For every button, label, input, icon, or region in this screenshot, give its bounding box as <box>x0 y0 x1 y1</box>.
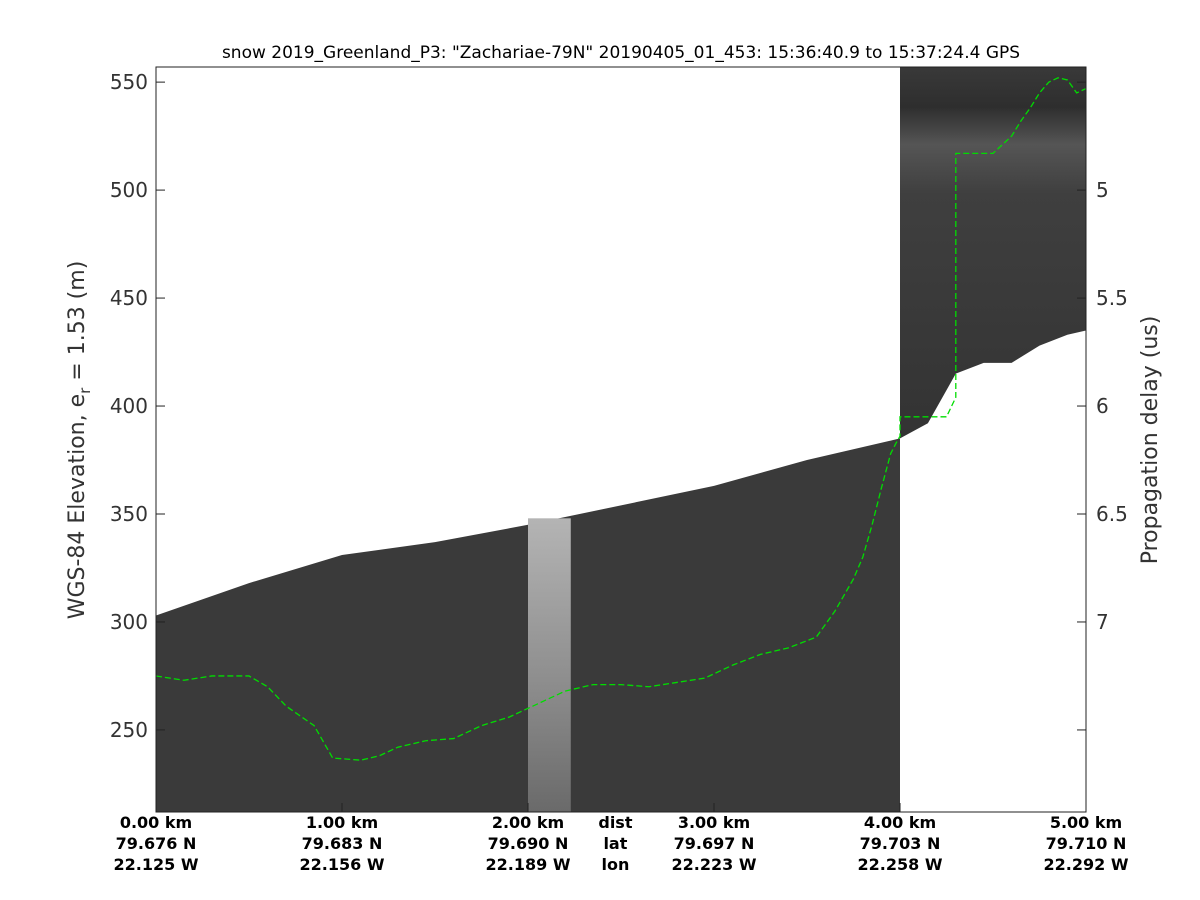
x-tick-lon-label: 22.258 W <box>858 855 943 874</box>
right-tick-label: 6.5 <box>1096 502 1128 526</box>
x-tick-lon-label: 22.292 W <box>1044 855 1129 874</box>
x-row-label-lon: lon <box>601 855 629 874</box>
left-y-axis: 250 300 350 400 450 500 550 <box>110 70 1086 742</box>
x-tick-lat-label: 79.703 N <box>860 834 941 853</box>
x-row-label-lat: lat <box>603 834 627 853</box>
traced-layer-line <box>156 77 1086 761</box>
x-tick-lon-label: 22.189 W <box>486 855 571 874</box>
y-tick-label: 500 <box>110 178 148 202</box>
y-tick-label: 350 <box>110 502 148 526</box>
y-tick-label: 300 <box>110 610 148 634</box>
y-tick-label: 450 <box>110 286 148 310</box>
x-tick-dist-label: 4.00 km <box>864 813 936 832</box>
chart-title: snow 2019_Greenland_P3: "Zachariae-79N" … <box>222 43 1020 63</box>
x-tick-dist-label: 1.00 km <box>306 813 378 832</box>
y-axis-label-main: WGS-84 Elevation, e <box>65 394 90 619</box>
x-tick-lat-label: 79.676 N <box>116 834 197 853</box>
x-tick-lon-label: 22.125 W <box>114 855 199 874</box>
y-tick-label: 400 <box>110 394 148 418</box>
y-tick-label: 550 <box>110 70 148 94</box>
x-tick-lat-label: 79.683 N <box>302 834 383 853</box>
plot-area <box>156 67 1086 812</box>
right-tick-label: 6 <box>1096 394 1109 418</box>
x-tick-lon-label: 22.223 W <box>672 855 757 874</box>
bright-band <box>528 518 571 812</box>
right-tick-label: 5.5 <box>1096 286 1128 310</box>
plot-frame <box>155 66 1087 813</box>
x-row-label-dist: dist <box>598 813 632 832</box>
x-tick-dist-label: 2.00 km <box>492 813 564 832</box>
x-tick-dist-label: 3.00 km <box>678 813 750 832</box>
x-tick-lon-label: 22.156 W <box>300 855 385 874</box>
right-tick-label: 7 <box>1096 610 1109 634</box>
right-radar-region <box>900 67 1086 439</box>
y-tick-label: 250 <box>110 718 148 742</box>
y-axis-label-right: Propagation delay (us) <box>1138 316 1163 565</box>
x-tick-lat-label: 79.710 N <box>1046 834 1127 853</box>
y-axis-label-tail: = 1.53 (m) <box>65 261 90 388</box>
right-tick-label: 5 <box>1096 178 1109 202</box>
y-axis-label-left: WGS-84 Elevation, er = 1.53 (m) <box>65 261 94 620</box>
right-y-axis: 5 5.5 6 6.5 7 <box>1096 178 1128 634</box>
x-tick-lat-label: 79.697 N <box>674 834 755 853</box>
x-tick-lat-label: 79.690 N <box>488 834 569 853</box>
x-axis: 0.00 km 79.676 N 22.125 W 1.00 km 79.683 N 22… <box>114 803 1129 874</box>
y-axis-label-subscript: r <box>76 387 94 394</box>
x-tick-dist-label: 0.00 km <box>120 813 192 832</box>
x-tick-dist-label: 5.00 km <box>1050 813 1122 832</box>
